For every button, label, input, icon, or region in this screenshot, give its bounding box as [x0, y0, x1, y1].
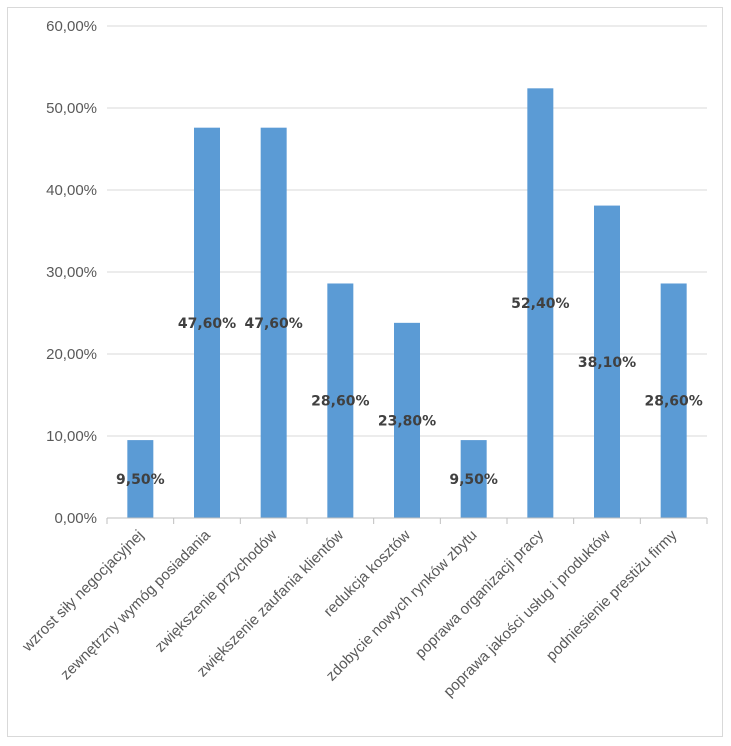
data-label: 28,60% [311, 394, 369, 410]
y-tick-label: 20,00% [46, 346, 97, 363]
data-label: 23,80% [378, 413, 436, 429]
data-labels: 9,50% 47,60% 47,60% 28,60% 23,80% 9,50% 52,40%… [116, 296, 703, 488]
x-category-label: wzrost siły negocjacyjnej [18, 527, 147, 656]
data-label: 47,60% [178, 316, 236, 332]
bar [327, 283, 354, 518]
x-axis [106, 517, 708, 524]
bar [394, 322, 420, 518]
bar [660, 283, 687, 518]
bar [527, 88, 554, 518]
bar [194, 127, 220, 519]
data-label: 9,50% [449, 472, 498, 488]
bar [260, 127, 287, 519]
x-category-label: zwiększenie przychodów [152, 527, 281, 656]
bar [460, 440, 487, 518]
data-label: 28,60% [645, 394, 703, 410]
x-category-label: poprawa organizacji pracy [412, 526, 548, 662]
y-tick-label: 60,00% [46, 18, 97, 35]
bars [127, 88, 687, 519]
data-label: 9,50% [116, 472, 165, 488]
data-label: 52,40% [511, 296, 569, 312]
data-label: 38,10% [578, 355, 636, 371]
y-tick-label: 40,00% [46, 182, 97, 199]
data-label: 47,60% [245, 316, 303, 332]
bar [594, 205, 620, 518]
x-category-label: podniesienie prestiżu firmy [543, 526, 681, 664]
y-tick-label: 10,00% [46, 428, 97, 445]
y-tick-label: 30,00% [46, 264, 97, 281]
bar [127, 440, 154, 518]
y-tick-label: 50,00% [46, 100, 97, 117]
y-tick-label: 0,00% [54, 510, 97, 527]
y-axis-tick-labels: 0,00% 10,00% 20,00% 30,00% 40,00% 50,00% 60,00… [46, 18, 97, 527]
